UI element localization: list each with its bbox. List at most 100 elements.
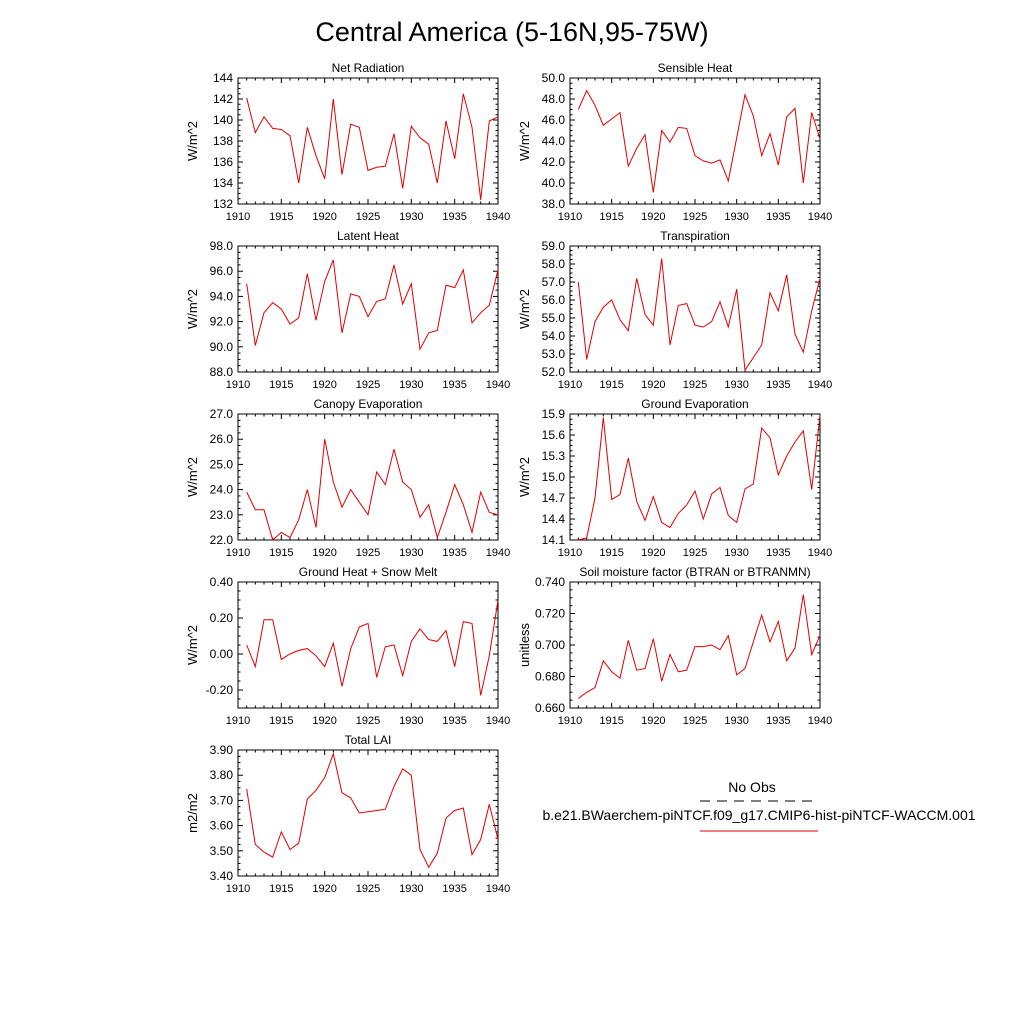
x-tick-label: 1930 bbox=[399, 379, 423, 391]
y-tick-label: 3.70 bbox=[210, 793, 234, 807]
y-tick-label: 52.0 bbox=[542, 365, 566, 379]
series-line bbox=[578, 594, 821, 699]
y-tick-label: 0.680 bbox=[535, 670, 565, 684]
x-tick-label: 1930 bbox=[399, 547, 423, 559]
x-tick-label: 1915 bbox=[269, 379, 293, 391]
x-tick-label: 1930 bbox=[724, 547, 748, 559]
x-tick-label: 1915 bbox=[599, 211, 623, 223]
x-tick-label: 1940 bbox=[486, 715, 510, 727]
y-axis-label: W/m^2 bbox=[185, 625, 200, 665]
x-tick-label: 1920 bbox=[312, 547, 336, 559]
y-tick-label: 3.60 bbox=[210, 819, 234, 833]
x-tick-label: 1935 bbox=[766, 547, 790, 559]
y-tick-label: 46.0 bbox=[542, 113, 566, 127]
x-tick-label: 1915 bbox=[599, 715, 623, 727]
series-line bbox=[577, 258, 821, 372]
x-tick-label: 1940 bbox=[808, 715, 832, 727]
y-tick-label: 0.20 bbox=[210, 611, 234, 625]
panel-8: Soil moisture factor (BTRAN or BTRANMN) u… bbox=[517, 565, 832, 727]
y-tick-label: 90.0 bbox=[210, 340, 234, 354]
y-tick-label: 27.0 bbox=[210, 407, 234, 421]
y-tick-label: 38.0 bbox=[542, 197, 566, 211]
plot-frame bbox=[569, 245, 821, 373]
legend-model-label: b.e21.BWaerchem-piNTCF.f09_g17.CMIP6-his… bbox=[542, 807, 975, 823]
x-tick-label: 1910 bbox=[558, 547, 582, 559]
y-tick-label: 58.0 bbox=[542, 257, 566, 271]
panel-2: Sensible Heat W/m^2 1910 1915 1920 1925 1930 19… bbox=[517, 61, 832, 223]
panel-title: Sensible Heat bbox=[658, 61, 733, 75]
figure-title: Central America (5-16N,95-75W) bbox=[315, 17, 708, 47]
y-tick-label: 53.0 bbox=[542, 347, 566, 361]
y-tick-label: 0.00 bbox=[210, 647, 234, 661]
x-tick-label: 1920 bbox=[641, 547, 665, 559]
y-tick-label: 24.0 bbox=[210, 483, 234, 497]
x-tick-label: 1910 bbox=[226, 379, 250, 391]
x-tick-label: 1910 bbox=[226, 715, 250, 727]
y-tick-label: 56.0 bbox=[542, 293, 566, 307]
panel-title: Ground Heat + Snow Melt bbox=[299, 565, 438, 579]
y-tick-label: 88.0 bbox=[210, 365, 234, 379]
plot-frame bbox=[569, 581, 821, 709]
x-tick-label: 1910 bbox=[226, 547, 250, 559]
series-line bbox=[246, 93, 499, 200]
x-tick-label: 1915 bbox=[599, 547, 623, 559]
y-axis-label: m2/m2 bbox=[185, 793, 200, 833]
x-tick-label: 1925 bbox=[356, 211, 380, 223]
y-tick-label: 26.0 bbox=[210, 432, 234, 446]
x-tick-label: 1920 bbox=[312, 715, 336, 727]
x-tick-label: 1920 bbox=[641, 715, 665, 727]
x-tick-label: 1930 bbox=[399, 211, 423, 223]
panel-title: Transpiration bbox=[660, 229, 730, 243]
y-tick-label: 54.0 bbox=[542, 329, 566, 343]
panel-5: Canopy Evaporation W/m^2 1910 1915 1920 1925 1… bbox=[185, 397, 510, 559]
plot-frame bbox=[237, 413, 499, 541]
y-tick-label: 15.3 bbox=[542, 449, 566, 463]
panel-4: Transpiration W/m^2 1910 1915 1920 1925 1930 19… bbox=[517, 229, 832, 391]
y-tick-label: 92.0 bbox=[210, 315, 234, 329]
y-tick-label: 14.7 bbox=[542, 491, 566, 505]
x-tick-label: 1930 bbox=[724, 211, 748, 223]
x-tick-label: 1915 bbox=[269, 715, 293, 727]
x-tick-label: 1925 bbox=[356, 379, 380, 391]
x-tick-label: 1930 bbox=[724, 379, 748, 391]
y-tick-label: 3.40 bbox=[210, 869, 234, 883]
y-tick-label: 23.0 bbox=[210, 508, 234, 522]
panel-3: Latent Heat W/m^2 1910 1915 1920 1925 1930 1935… bbox=[185, 229, 510, 391]
panel-title: Total LAI bbox=[345, 733, 392, 747]
x-tick-label: 1925 bbox=[683, 547, 707, 559]
plot-frame bbox=[237, 77, 499, 205]
y-tick-label: 57.0 bbox=[542, 275, 566, 289]
x-tick-label: 1930 bbox=[399, 715, 423, 727]
y-tick-label: -0.20 bbox=[206, 683, 234, 697]
y-tick-label: 25.0 bbox=[210, 457, 234, 471]
x-tick-label: 1935 bbox=[442, 715, 466, 727]
x-tick-label: 1930 bbox=[724, 715, 748, 727]
y-tick-label: 14.4 bbox=[542, 512, 566, 526]
y-tick-label: 142 bbox=[213, 92, 233, 106]
legend: No Obs b.e21.BWaerchem-piNTCF.f09_g17.CM… bbox=[542, 779, 976, 832]
y-axis-label: W/m^2 bbox=[185, 457, 200, 497]
x-tick-label: 1940 bbox=[808, 547, 832, 559]
y-tick-label: 15.6 bbox=[542, 428, 566, 442]
y-tick-label: 3.50 bbox=[210, 844, 234, 858]
x-tick-label: 1940 bbox=[808, 379, 832, 391]
x-tick-label: 1935 bbox=[442, 883, 466, 895]
panel-title: Latent Heat bbox=[337, 229, 400, 243]
y-tick-label: 138 bbox=[213, 134, 233, 148]
x-tick-label: 1925 bbox=[356, 883, 380, 895]
series-line bbox=[246, 259, 499, 351]
x-tick-label: 1925 bbox=[356, 547, 380, 559]
panel-title: Net Radiation bbox=[332, 61, 405, 75]
y-axis-label: W/m^2 bbox=[517, 121, 532, 161]
y-tick-label: 134 bbox=[213, 176, 233, 190]
y-axis-label: unitless bbox=[517, 622, 532, 667]
y-axis-label: W/m^2 bbox=[185, 121, 200, 161]
y-tick-label: 94.0 bbox=[210, 289, 234, 303]
y-tick-label: 59.0 bbox=[542, 239, 566, 253]
x-tick-label: 1940 bbox=[486, 547, 510, 559]
x-tick-label: 1940 bbox=[486, 211, 510, 223]
x-tick-label: 1935 bbox=[442, 211, 466, 223]
panel-1: Net Radiation W/m^2 1910 1915 1920 1925 1930 19… bbox=[185, 61, 510, 223]
y-axis-label: W/m^2 bbox=[185, 289, 200, 329]
